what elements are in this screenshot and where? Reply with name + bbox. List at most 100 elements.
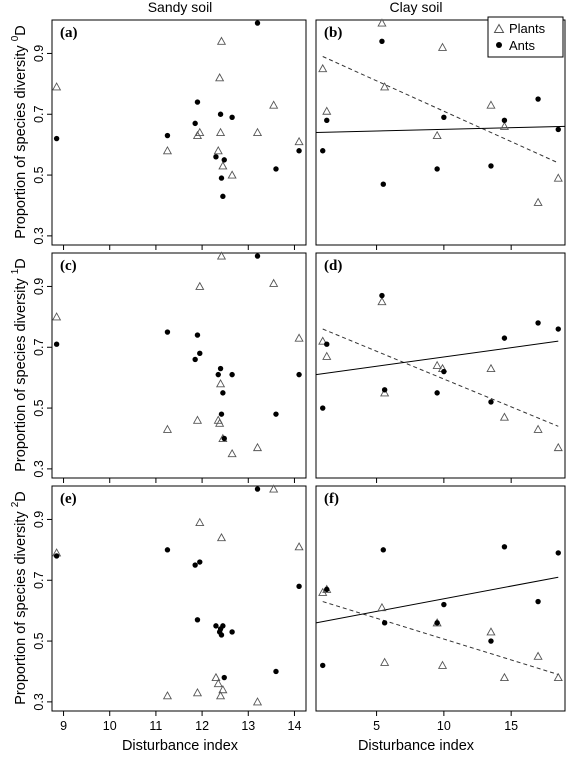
- plant-point: [486, 627, 496, 636]
- plant-point: [227, 448, 237, 458]
- ant-point: [379, 292, 385, 299]
- ant-point: [273, 668, 279, 675]
- ant-point: [197, 350, 203, 357]
- plant-point: [533, 651, 543, 660]
- ant-point: [273, 166, 279, 172]
- plant-point: [215, 691, 226, 700]
- ant-point: [380, 181, 386, 187]
- plant-point: [218, 161, 228, 170]
- plant-point: [195, 517, 205, 526]
- plant-point: [269, 278, 279, 287]
- plant-point: [533, 197, 543, 206]
- plant-point: [499, 121, 509, 130]
- panel-c: (c) 0.3 0.5 0.7 0.9: [32, 251, 307, 483]
- fit-line-plants-d: [322, 328, 559, 427]
- y-tick-label-a: 0.9: [32, 45, 46, 62]
- fit-line-plants-f: [322, 601, 559, 675]
- legend-plants-marker: [493, 23, 505, 33]
- ant-point: [53, 135, 60, 142]
- ant-point: [218, 632, 225, 638]
- plant-point: [432, 360, 442, 369]
- panel-label-c: (c): [60, 258, 77, 274]
- panel-d: (d): [315, 252, 566, 483]
- y-tick-label-c: 0.7: [32, 339, 46, 356]
- plant-point: [269, 484, 279, 493]
- ant-point: [273, 411, 279, 417]
- plant-point: [553, 442, 563, 452]
- fit-line-plants-b: [322, 56, 559, 164]
- panel-frame-a: [51, 19, 307, 246]
- y-tick-label-e: 0.3: [32, 693, 46, 710]
- plant-point: [52, 82, 62, 91]
- panel-frame-c: [51, 252, 307, 479]
- ant-point: [53, 553, 60, 559]
- ant-point: [488, 399, 494, 405]
- x-tick-label-f: 5: [373, 719, 380, 733]
- ant-point: [254, 486, 261, 492]
- plant-point: [162, 691, 173, 700]
- ant-point: [441, 601, 447, 608]
- ant-point: [194, 332, 201, 338]
- xlabel-left: Disturbance index: [122, 738, 239, 754]
- ylabel-row-3-sup: 2: [10, 501, 21, 507]
- plant-point: [380, 82, 390, 91]
- plant-point: [380, 657, 390, 666]
- ant-point: [379, 38, 385, 44]
- panel-frame-e: [51, 485, 307, 712]
- plant-point: [318, 63, 328, 73]
- panels: (a) 0.3 0.5 0.7 0.9 (b) (c) 0.3 0.5 0.7 0.9 (d) (e) 0…: [32, 18, 566, 733]
- ant-point: [229, 371, 235, 378]
- y-tick-label-c: 0.3: [32, 460, 46, 477]
- plant-point: [533, 424, 543, 433]
- legend-ants-label: Ants: [509, 38, 536, 53]
- plant-point: [252, 127, 263, 136]
- plant-point: [553, 173, 563, 182]
- ant-point: [213, 623, 219, 629]
- plant-point: [216, 532, 227, 542]
- ant-point: [381, 387, 388, 393]
- ant-point: [194, 617, 201, 623]
- y-tick-label-e: 0.5: [32, 632, 46, 649]
- panel-label-e: (e): [60, 491, 77, 507]
- ant-point: [254, 20, 261, 26]
- plant-point: [377, 18, 387, 27]
- ant-point: [229, 629, 235, 635]
- plant-point: [195, 127, 205, 136]
- plant-point: [437, 660, 448, 669]
- plant-point: [215, 418, 225, 427]
- plant-point: [294, 136, 304, 146]
- plant-point: [377, 602, 387, 612]
- plant-point: [432, 130, 442, 140]
- ylabel-row-1: Proportion of species diversity 0D: [10, 25, 29, 239]
- ant-point: [296, 371, 302, 378]
- plant-point: [215, 127, 226, 136]
- plant-point: [553, 672, 563, 682]
- xlabel-right: Disturbance index: [358, 738, 475, 754]
- ant-point: [434, 166, 440, 172]
- ylabel-row-3: Proportion of species diversity 2D: [10, 491, 29, 705]
- panel-label-b: (b): [324, 25, 342, 41]
- ant-point: [380, 547, 386, 553]
- ant-point: [220, 390, 226, 396]
- plant-point: [211, 672, 221, 682]
- ant-point: [555, 550, 561, 556]
- fit-line-ants-d: [315, 340, 559, 376]
- ant-point: [221, 674, 227, 681]
- plant-point: [216, 36, 227, 45]
- panel-label-f: (f): [324, 491, 339, 507]
- legend-box: [487, 16, 564, 58]
- x-tick-label-e: 10: [103, 719, 117, 733]
- ant-point: [555, 326, 561, 332]
- ant-point: [488, 638, 494, 644]
- ant-point: [320, 148, 326, 154]
- ylabel-row-2: Proportion of species diversity 1D: [10, 258, 29, 472]
- plant-point: [377, 296, 387, 306]
- ant-point: [220, 623, 226, 629]
- ylabel-row-3-tail: D: [13, 491, 29, 501]
- plant-point: [216, 251, 227, 260]
- ant-point: [535, 320, 541, 326]
- ant-point: [434, 620, 440, 626]
- plant-point: [213, 678, 223, 688]
- plant-point: [294, 542, 304, 551]
- ant-point: [217, 111, 224, 117]
